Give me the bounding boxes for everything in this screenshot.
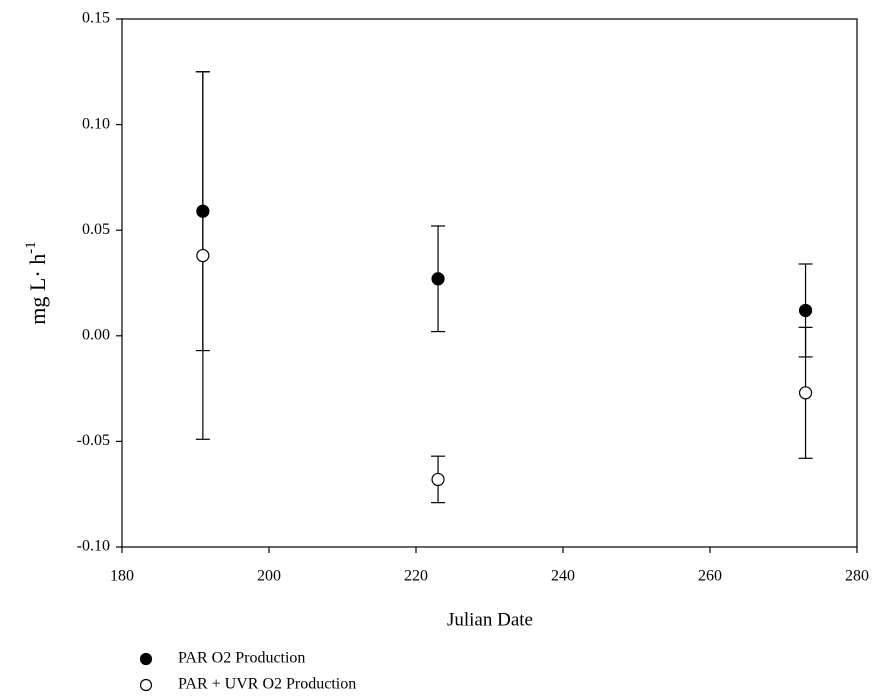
point [798, 386, 813, 400]
y-tick-label: 0.10 [82, 115, 110, 132]
y-tick-label: 0.15 [82, 10, 110, 27]
x-tick-label: 260 [698, 568, 722, 585]
x-tick-label: 280 [845, 568, 869, 585]
y-tick-label: 0.00 [82, 326, 110, 343]
legend-marker [139, 678, 153, 692]
point [196, 248, 210, 263]
x-tick-label: 180 [110, 568, 134, 585]
y-tick-label: -0.10 [77, 538, 110, 555]
y-axis-label-sup: -1 [23, 241, 39, 254]
x-axis-label: Julian Date [447, 609, 533, 630]
x-tick-label: 240 [551, 568, 575, 585]
point [798, 303, 813, 318]
y-axis-label: mg L· h-1 [23, 241, 50, 324]
legend-label: PAR + UVR O2 Production [178, 676, 356, 693]
x-tick-label: 220 [404, 568, 428, 585]
x-tick-label: 200 [257, 568, 281, 585]
point [431, 472, 445, 487]
plot-frame [121, 18, 858, 548]
legend-label: PAR O2 Production [178, 650, 305, 667]
y-tick-label: -0.05 [77, 432, 110, 449]
legend-marker [139, 652, 153, 666]
y-tick-label: 0.05 [82, 221, 110, 238]
y-axis-label-main: mg L· h [25, 254, 50, 325]
point [431, 272, 445, 286]
